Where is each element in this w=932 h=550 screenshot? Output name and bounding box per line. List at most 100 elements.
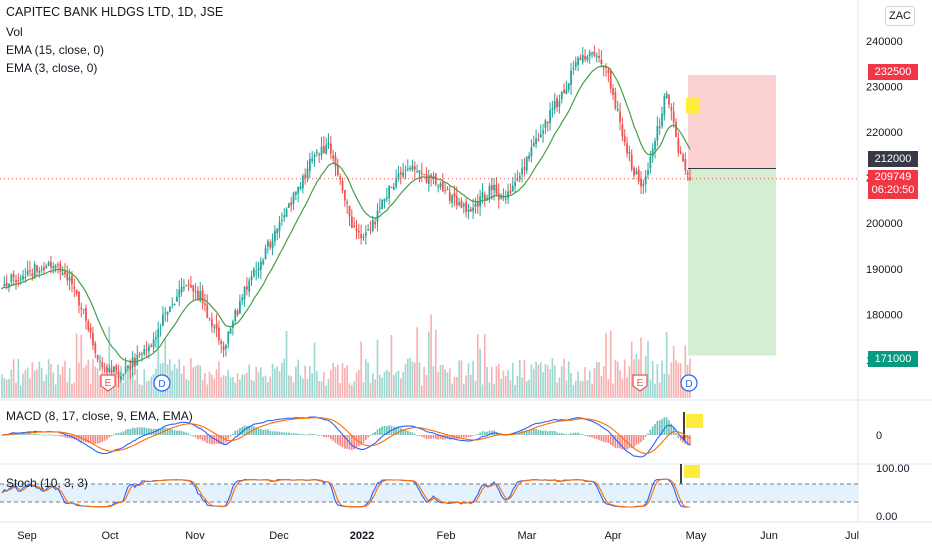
- volume-bar: [337, 364, 339, 398]
- macd-histogram-bar: [38, 434, 41, 436]
- volume-bar: [54, 384, 57, 398]
- candle-body: [257, 267, 260, 271]
- macd-histogram-bar: [358, 435, 360, 447]
- candle-body: [423, 174, 426, 176]
- macd-histogram-bar: [556, 432, 558, 435]
- volume-bar: [523, 359, 526, 398]
- candle-body: [383, 198, 386, 202]
- indicator-vol[interactable]: Vol: [6, 25, 23, 39]
- macd-histogram-bar: [630, 435, 633, 449]
- macd-histogram-bar: [208, 435, 211, 444]
- volume-bar: [243, 374, 246, 398]
- candle-body: [255, 271, 258, 273]
- volume-bar: [316, 370, 318, 398]
- macd-histogram-bar: [528, 429, 530, 435]
- macd-histogram-bar: [183, 431, 185, 435]
- candle-body: [117, 371, 120, 378]
- candle-body: [115, 366, 118, 370]
- y-tick-label: 240000: [866, 36, 903, 48]
- macd-histogram-bar: [78, 435, 80, 442]
- macd-histogram-bar: [299, 434, 302, 436]
- macd-line: [1, 416, 691, 458]
- volume-bar: [581, 380, 584, 398]
- candle-body: [516, 179, 519, 181]
- candle-body: [40, 268, 43, 270]
- candle-body: [304, 174, 307, 178]
- macd-histogram-bar: [262, 429, 265, 435]
- x-tick-label: Nov: [185, 530, 205, 542]
- macd-histogram-bar: [525, 429, 528, 435]
- candle-body: [628, 151, 631, 154]
- candle-body: [73, 286, 76, 290]
- macd-histogram-bar: [87, 435, 90, 443]
- volume-bar: [113, 378, 115, 398]
- candle-body: [110, 369, 113, 373]
- macd-histogram-bar: [558, 433, 561, 435]
- candle-body: [362, 236, 365, 238]
- candle-body: [563, 89, 565, 94]
- volume-bar: [311, 373, 313, 398]
- macd-histogram-bar: [271, 431, 274, 435]
- macd-histogram-bar: [24, 434, 27, 435]
- macd-histogram-bar: [434, 435, 437, 440]
- macd-histogram-bar: [1, 435, 3, 436]
- earnings-marker-label: E: [105, 378, 112, 389]
- candle-body: [138, 354, 141, 356]
- stoch-d-line: [1, 478, 691, 508]
- macd-histogram-bar: [413, 433, 416, 435]
- candle-body: [668, 95, 670, 105]
- macd-histogram-bar: [253, 426, 255, 435]
- volume-bar: [427, 331, 430, 398]
- x-tick-label: Apr: [604, 530, 621, 542]
- macd-histogram-bar: [92, 435, 94, 444]
- macd-histogram-bar: [581, 434, 584, 435]
- volume-bar: [549, 369, 551, 398]
- candle-body: [544, 120, 547, 128]
- candle-body: [446, 189, 449, 191]
- candle-body: [127, 365, 129, 369]
- candle-body: [87, 321, 90, 331]
- volume-bar: [220, 376, 223, 398]
- volume-bar: [537, 364, 540, 398]
- volume-bar: [180, 373, 183, 398]
- volume-bar: [15, 382, 17, 398]
- candle-body: [89, 327, 92, 333]
- candle-body: [318, 154, 321, 156]
- candle-body: [677, 138, 680, 153]
- macd-histogram-bar: [474, 434, 477, 436]
- volume-bar: [425, 374, 428, 398]
- indicator-ema-15[interactable]: EMA (15, close, 0): [6, 43, 105, 57]
- candle-body: [535, 138, 537, 145]
- macd-histogram-bar: [178, 430, 181, 435]
- volume-bar: [215, 369, 218, 398]
- indicator-ema-3[interactable]: EMA (3, close, 0): [6, 61, 98, 75]
- macd-histogram-bar: [392, 426, 395, 435]
- macd-histogram-bar: [372, 433, 374, 435]
- candle-body: [581, 54, 584, 63]
- macd-histogram-bar: [150, 428, 153, 435]
- currency-button[interactable]: ZAC: [885, 6, 915, 26]
- candle-body: [651, 148, 654, 157]
- candle-body: [283, 215, 286, 218]
- candle-body: [164, 312, 167, 314]
- volume-bar: [325, 385, 327, 398]
- candle-body: [171, 304, 174, 306]
- macd-pane-label[interactable]: MACD (8, 17, close, 9, EMA, EMA): [6, 409, 193, 423]
- macd-histogram-bar: [211, 435, 213, 445]
- macd-histogram-bar: [171, 429, 174, 435]
- candle-body: [24, 276, 27, 278]
- annotation-flag: [684, 465, 700, 478]
- macd-histogram-bar: [236, 429, 239, 435]
- macd-histogram-bar: [633, 435, 635, 448]
- macd-histogram-bar: [365, 435, 367, 441]
- volume-bar: [595, 362, 598, 398]
- stoch-pane-label[interactable]: Stoch (10, 3, 3): [6, 476, 89, 490]
- candle-body: [514, 182, 516, 186]
- volume-bar: [3, 378, 6, 398]
- volume-bar: [483, 333, 486, 398]
- macd-histogram-bar: [605, 435, 607, 443]
- volume-bar: [374, 379, 376, 398]
- candle-body: [390, 187, 393, 189]
- candle-body: [378, 207, 381, 209]
